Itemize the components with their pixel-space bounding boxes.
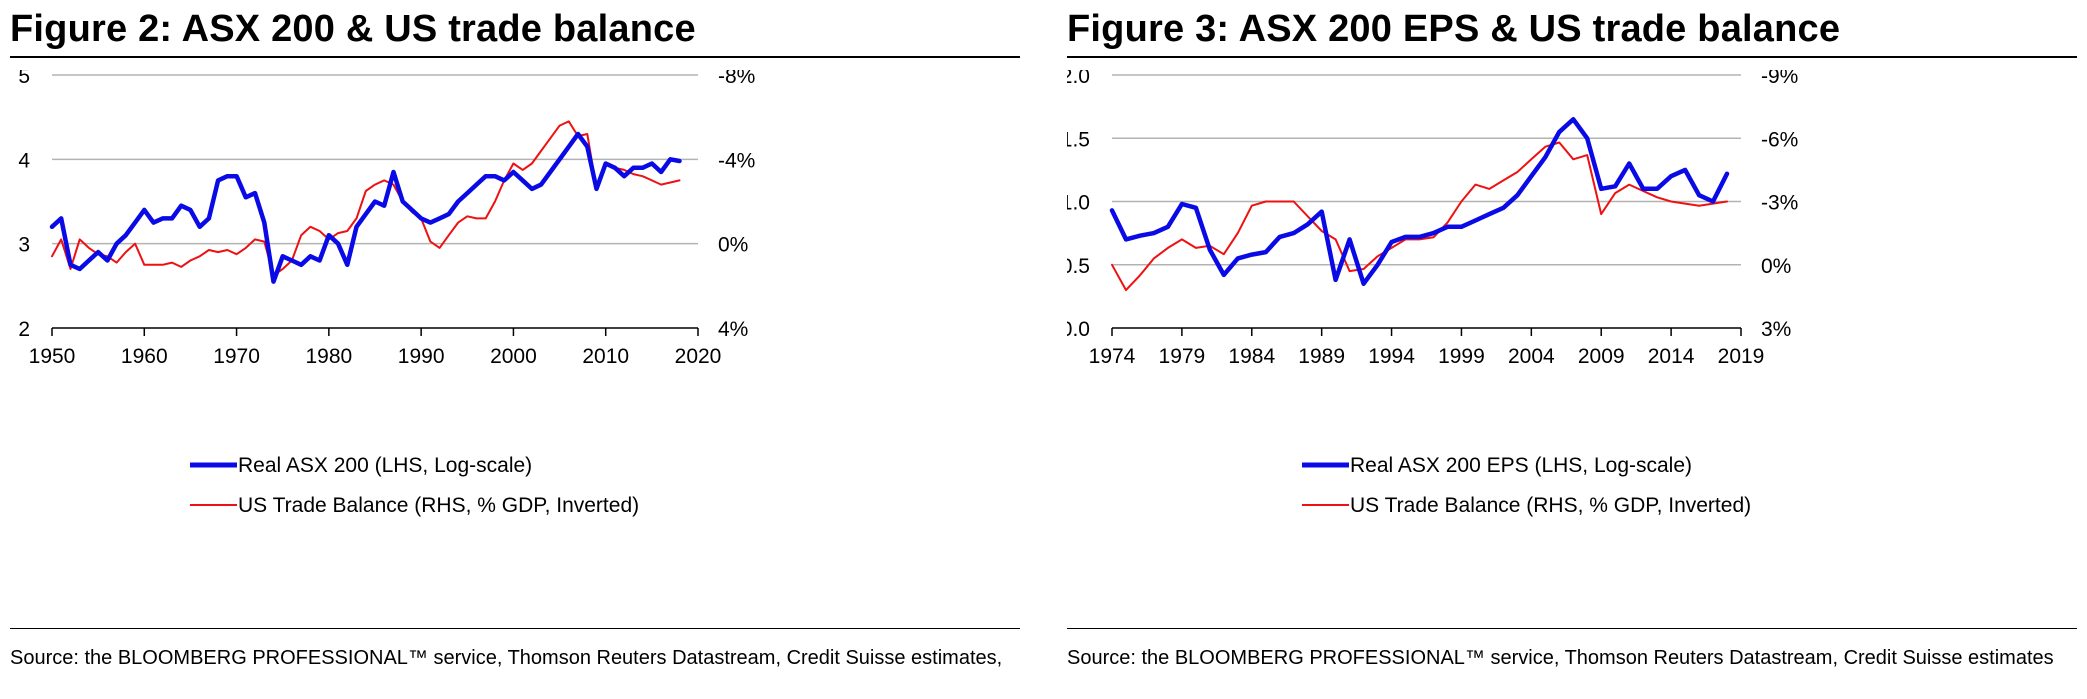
legend-label: Real ASX 200 (LHS, Log-scale) <box>238 454 532 477</box>
figure-3-panel: Figure 3: ASX 200 EPS & US trade balance… <box>1067 0 2077 699</box>
figure-3-source: Source: the BLOOMBERG PROFESSIONAL™ serv… <box>1067 647 2054 669</box>
y-left-tick-label: 2 <box>18 318 30 341</box>
x-tick-label: 2019 <box>1718 345 1765 368</box>
y-right-tick-label: -8% <box>718 70 755 88</box>
figure-3-legend: Real ASX 200 EPS (LHS, Log-scale) US Trad… <box>1302 454 1751 517</box>
x-tick-label: 1950 <box>29 345 76 368</box>
figure-2-title: Figure 2: ASX 200 & US trade balance <box>10 8 696 50</box>
y-left-tick-label: 5 <box>18 70 30 88</box>
x-tick-label: 1980 <box>305 345 352 368</box>
x-tick-label: 1984 <box>1228 345 1275 368</box>
series-line-asx <box>49 131 682 284</box>
y-right-tick-label: 0% <box>1761 255 1791 278</box>
y-right-tick-label: 0% <box>718 234 748 257</box>
x-tick-label: 2009 <box>1578 345 1625 368</box>
series-line-trade-balance <box>1111 141 1728 292</box>
x-tick-label: 1990 <box>398 345 445 368</box>
y-left-tick-label: 0.5 <box>1067 255 1090 278</box>
y-left-tick-label: 1.5 <box>1067 128 1090 151</box>
title-rule <box>1067 56 2077 58</box>
figure-3-chart: 0.0 0.5 1.0 1.5 2.0 3% 0% -3% -6% -9% 1974 1979 1984… <box>1067 70 1798 368</box>
source-rule <box>10 628 1020 629</box>
y-left-tick-label: 4 <box>18 149 30 172</box>
x-tick-label: 2014 <box>1648 345 1695 368</box>
x-tick-label: 2004 <box>1508 345 1555 368</box>
y-right-tick-label: 4% <box>718 318 748 341</box>
figure-2-legend: Real ASX 200 (LHS, Log-scale) US Trade Ba… <box>190 454 639 517</box>
series-line-trade-balance <box>51 120 681 277</box>
x-tick-label: 1974 <box>1089 345 1136 368</box>
x-tick-label: 1979 <box>1159 345 1206 368</box>
legend-label: Real ASX 200 EPS (LHS, Log-scale) <box>1350 454 1692 477</box>
legend-label: US Trade Balance (RHS, % GDP, Inverted) <box>1350 494 1751 517</box>
y-left-tick-label: 0.0 <box>1067 318 1090 341</box>
x-tick-label: 2000 <box>490 345 537 368</box>
y-left-tick-label: 2.0 <box>1067 70 1090 88</box>
legend-label: US Trade Balance (RHS, % GDP, Inverted) <box>238 494 639 517</box>
x-tick-label: 2010 <box>582 345 629 368</box>
source-rule <box>1067 628 2077 629</box>
series-line-asx <box>1109 117 1730 286</box>
figure-2-chart: 2 3 4 5 4% 0% -4% -8% 1950 1960 1970 1980 1990 2000 20… <box>18 70 755 368</box>
y-left-tick-label: 1.0 <box>1067 192 1090 215</box>
figure-2-panel: Figure 2: ASX 200 & US trade balance 2 3 4… <box>10 0 1020 699</box>
x-tick-label: 1970 <box>213 345 260 368</box>
figure-2-source: Source: the BLOOMBERG PROFESSIONAL™ serv… <box>10 647 1003 669</box>
title-rule <box>10 56 1020 58</box>
x-tick-label: 1989 <box>1298 345 1345 368</box>
y-left-tick-label: 3 <box>18 234 30 257</box>
y-right-tick-label: -6% <box>1761 128 1798 151</box>
x-tick-label: 1994 <box>1368 345 1415 368</box>
x-tick-label: 1999 <box>1438 345 1485 368</box>
x-tick-label: 2020 <box>675 345 722 368</box>
y-right-tick-label: 3% <box>1761 318 1791 341</box>
x-tick-label: 1960 <box>121 345 168 368</box>
y-right-tick-label: -9% <box>1761 70 1798 88</box>
y-right-tick-label: -4% <box>718 149 755 172</box>
figure-3-title: Figure 3: ASX 200 EPS & US trade balance <box>1067 8 1841 50</box>
y-right-tick-label: -3% <box>1761 192 1798 215</box>
